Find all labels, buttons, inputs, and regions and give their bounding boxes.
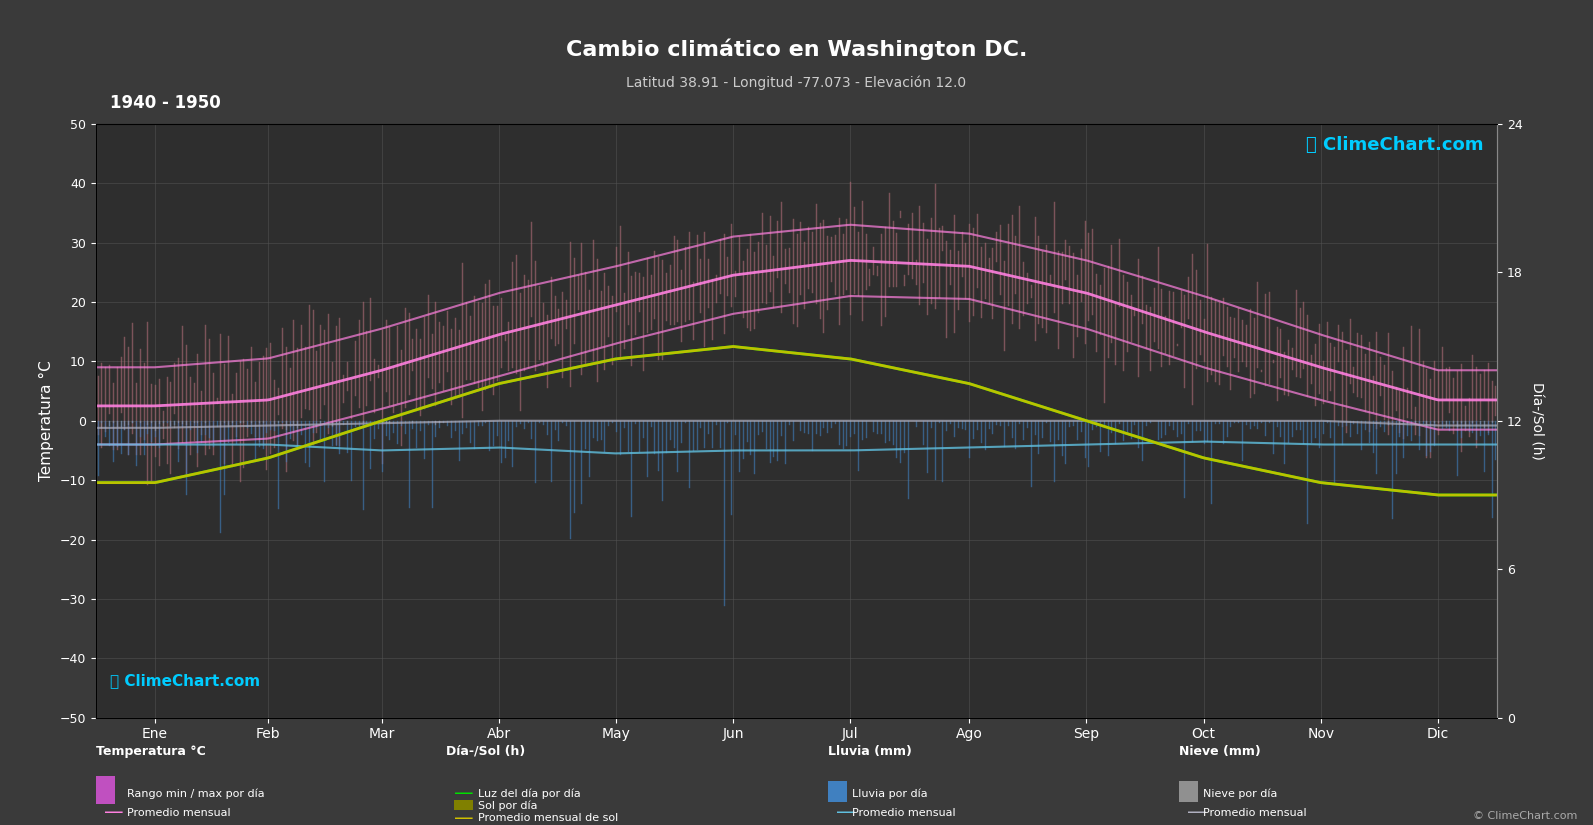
Text: 🌍 ClimeChart.com: 🌍 ClimeChart.com (1306, 135, 1483, 153)
Y-axis label: Temperatura °C: Temperatura °C (38, 361, 54, 481)
Text: —: — (1187, 803, 1206, 823)
Text: Nieve (mm): Nieve (mm) (1179, 745, 1260, 758)
Text: Sol por día: Sol por día (478, 801, 537, 811)
Y-axis label: Día-/Sol (h): Día-/Sol (h) (1529, 382, 1544, 460)
Text: © ClimeChart.com: © ClimeChart.com (1472, 811, 1577, 821)
Text: Rango min / max por día: Rango min / max por día (127, 789, 264, 799)
Text: Día-/Sol (h): Día-/Sol (h) (446, 745, 526, 758)
Text: Lluvia por día: Lluvia por día (852, 789, 927, 799)
Text: Nieve por día: Nieve por día (1203, 789, 1278, 799)
Text: Promedio mensual: Promedio mensual (127, 808, 231, 818)
Text: 🌍 ClimeChart.com: 🌍 ClimeChart.com (110, 673, 260, 688)
Text: —: — (454, 784, 473, 804)
Text: Temperatura °C: Temperatura °C (96, 745, 205, 758)
Text: Lluvia (mm): Lluvia (mm) (828, 745, 913, 758)
Text: 1940 - 1950: 1940 - 1950 (110, 94, 220, 112)
Text: Promedio mensual de sol: Promedio mensual de sol (478, 813, 618, 823)
Text: Cambio climático en Washington DC.: Cambio climático en Washington DC. (566, 39, 1027, 60)
Text: —: — (836, 803, 855, 823)
Text: Luz del día por día: Luz del día por día (478, 789, 581, 799)
Text: —: — (454, 808, 473, 825)
Text: Promedio mensual: Promedio mensual (1203, 808, 1306, 818)
Text: Latitud 38.91 - Longitud -77.073 - Elevación 12.0: Latitud 38.91 - Longitud -77.073 - Eleva… (626, 75, 967, 90)
Text: —: — (104, 803, 123, 823)
Text: Promedio mensual: Promedio mensual (852, 808, 956, 818)
